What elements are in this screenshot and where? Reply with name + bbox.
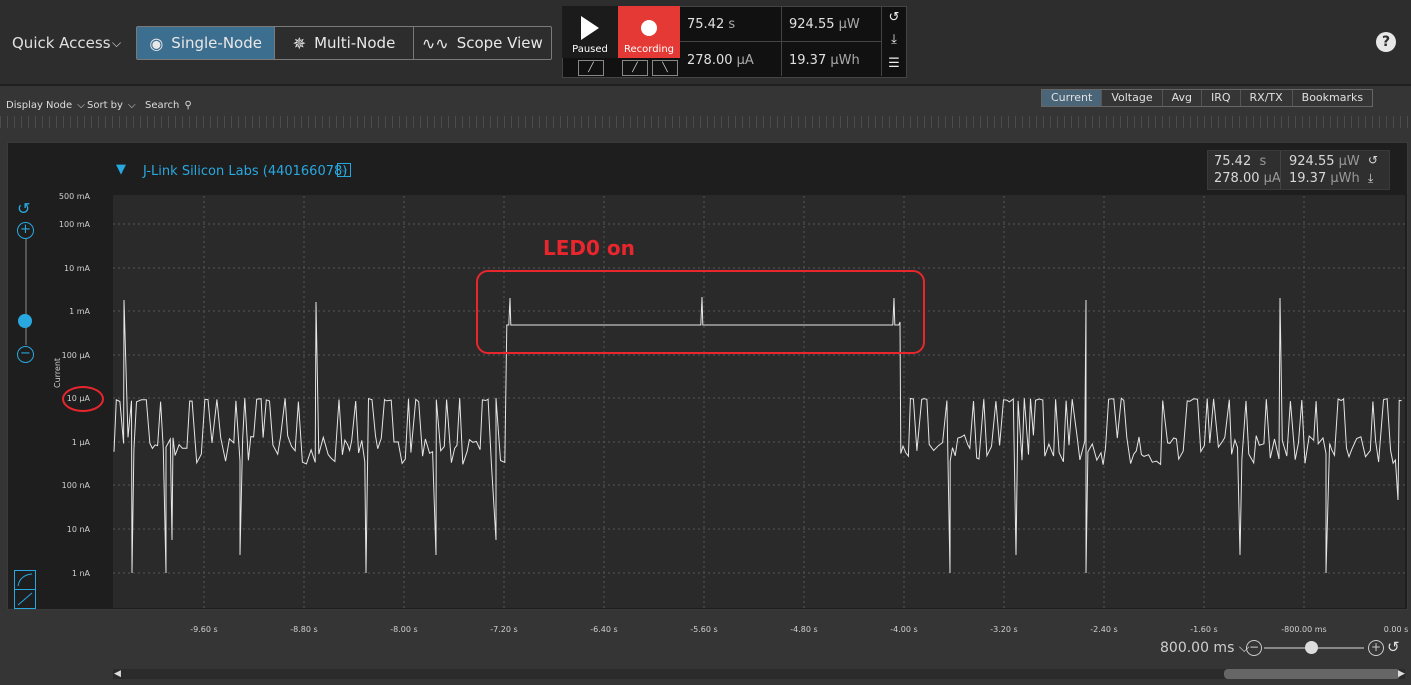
x-tick-label: -800.00 ms — [1281, 625, 1326, 634]
tab-voltage[interactable]: Voltage — [1102, 90, 1163, 106]
scope-view-label: Scope View — [456, 34, 543, 52]
play-button[interactable]: Paused — [562, 6, 618, 58]
x-tick-label: -9.60 s — [190, 625, 217, 634]
trigger-fall-button[interactable]: ╲ — [652, 60, 678, 76]
download-icon[interactable]: ⤓ — [891, 32, 897, 47]
radio-icon: ◉ — [149, 33, 164, 53]
current-readout: 278.00 µA — [687, 53, 754, 68]
quick-access-label[interactable]: Quick Access — [12, 34, 111, 52]
device-title: J-Link Silicon Labs (440166078) — [143, 164, 348, 179]
y-tick-label: 1 nA — [72, 569, 91, 578]
current-trace — [113, 296, 1402, 574]
trigger-rise-button[interactable]: ╱ — [578, 60, 604, 76]
annotation-label: LED0 on — [543, 236, 635, 260]
chevron-down-icon: ⌵ — [77, 100, 85, 111]
list-icon[interactable]: ☰ — [888, 56, 900, 71]
vertical-zoom-handle[interactable] — [18, 314, 32, 328]
x-tick-label: 0.00 s — [1384, 625, 1409, 634]
horizontal-zoom-handle[interactable] — [1305, 641, 1318, 654]
highlight-ellipse — [62, 386, 104, 412]
tab-irq[interactable]: IRQ — [1202, 90, 1241, 106]
tab-rxtx[interactable]: RX/TX — [1241, 90, 1293, 106]
zoom-in-icon[interactable]: + — [1368, 640, 1384, 656]
help-icon[interactable]: ? — [1376, 32, 1396, 52]
divider — [680, 41, 881, 42]
multi-node-label: Multi-Node — [314, 34, 396, 52]
divider — [881, 6, 882, 76]
collapse-icon[interactable]: ▼ — [116, 162, 126, 177]
timeline-overview[interactable] — [0, 116, 1411, 128]
tab-avg[interactable]: Avg — [1163, 90, 1202, 106]
zoom-level[interactable]: 800.00 ms ⌵ — [1160, 640, 1250, 656]
x-tick-label: -6.40 s — [590, 625, 617, 634]
annotation-box — [476, 270, 925, 354]
x-tick-label: -4.80 s — [790, 625, 817, 634]
x-tick-label: -7.20 s — [490, 625, 517, 634]
sort-by-dropdown[interactable]: Sort by ⌵ — [87, 100, 136, 111]
vertical-zoom-slider[interactable] — [25, 239, 27, 345]
single-node-label: Single-Node — [171, 34, 262, 52]
search-button[interactable]: Search ⚲ — [145, 100, 192, 111]
y-tick-label: 100 mA — [59, 220, 91, 229]
single-node-button[interactable]: ◉ Single-Node — [137, 27, 276, 59]
wave-icon: ∿∿ — [421, 33, 449, 53]
zoom-out-icon[interactable]: − — [1246, 640, 1262, 656]
reset-zoom-icon[interactable]: ↺ — [17, 199, 31, 218]
energy-readout: 19.37 µWh — [789, 53, 860, 68]
chevron-down-icon: ⌵ — [128, 100, 136, 111]
download-icon[interactable]: ⤓ — [1368, 171, 1374, 185]
y-tick-label: 1 mA — [69, 307, 90, 316]
tab-current[interactable]: Current — [1042, 90, 1103, 106]
record-button[interactable]: Recording — [618, 6, 680, 58]
mini-readout: 75.42 s 278.00 µA 924.55 µW 19.37 µWh ↺ … — [1207, 150, 1390, 190]
y-tick-label: 10 mA — [64, 264, 91, 273]
mode-switcher: ◉ Single-Node ✵ Multi-Node ∿∿ Scope View — [136, 26, 552, 60]
time-readout: 75.42 s — [687, 17, 736, 32]
scroll-right-icon[interactable]: ▶ — [1398, 669, 1405, 679]
reset-icon[interactable]: ↺ — [1368, 153, 1379, 167]
zoom-in-icon[interactable]: + — [17, 222, 34, 239]
display-node-dropdown[interactable]: Display Node ⌵ — [6, 100, 85, 111]
paused-label: Paused — [572, 44, 608, 55]
x-tick-label: -8.80 s — [290, 625, 317, 634]
x-tick-label: -5.60 s — [690, 625, 717, 634]
trigger-edge-button[interactable]: ╱ — [622, 60, 648, 76]
device-menu-icon[interactable]: ⌵ — [337, 163, 351, 177]
recording-label: Recording — [623, 44, 674, 55]
view-tabs: Current Voltage Avg IRQ RX/TX Bookmarks — [1041, 89, 1374, 107]
scrollbar-thumb[interactable] — [1224, 669, 1400, 679]
linear-scale-icon[interactable] — [14, 589, 36, 609]
y-tick-label: 1 µA — [72, 438, 91, 447]
nodes-icon: ✵ — [292, 33, 307, 53]
chevron-down-icon: ⌵ — [1238, 640, 1250, 656]
zoom-out-icon[interactable]: − — [17, 346, 34, 363]
reset-icon[interactable]: ↺ — [888, 10, 900, 25]
play-icon — [581, 16, 599, 40]
power-readout: 924.55 µW — [789, 17, 860, 32]
scroll-left-icon[interactable]: ◀ — [114, 669, 121, 679]
tab-bookmarks[interactable]: Bookmarks — [1301, 91, 1364, 104]
x-tick-label: -4.00 s — [890, 625, 917, 634]
chevron-down-icon[interactable]: ⌵ — [112, 36, 122, 50]
record-icon — [641, 20, 657, 36]
multi-node-button[interactable]: ✵ Multi-Node — [275, 27, 414, 59]
x-tick-label: -2.40 s — [1090, 625, 1117, 634]
scope-view-button[interactable]: ∿∿ Scope View — [414, 27, 551, 59]
y-tick-label: 100 nA — [62, 481, 91, 490]
horizontal-scrollbar[interactable] — [113, 669, 1405, 679]
x-tick-label: -1.60 s — [1190, 625, 1217, 634]
x-tick-label: -8.00 s — [390, 625, 417, 634]
x-tick-label: -3.20 s — [990, 625, 1017, 634]
search-icon: ⚲ — [184, 100, 192, 111]
reset-icon[interactable]: ↺ — [1387, 638, 1400, 656]
y-axis-label: Current — [53, 357, 62, 388]
y-tick-label: 10 nA — [67, 525, 91, 534]
y-tick-label: 100 µA — [62, 351, 91, 360]
y-tick-label: 500 mA — [59, 192, 91, 201]
